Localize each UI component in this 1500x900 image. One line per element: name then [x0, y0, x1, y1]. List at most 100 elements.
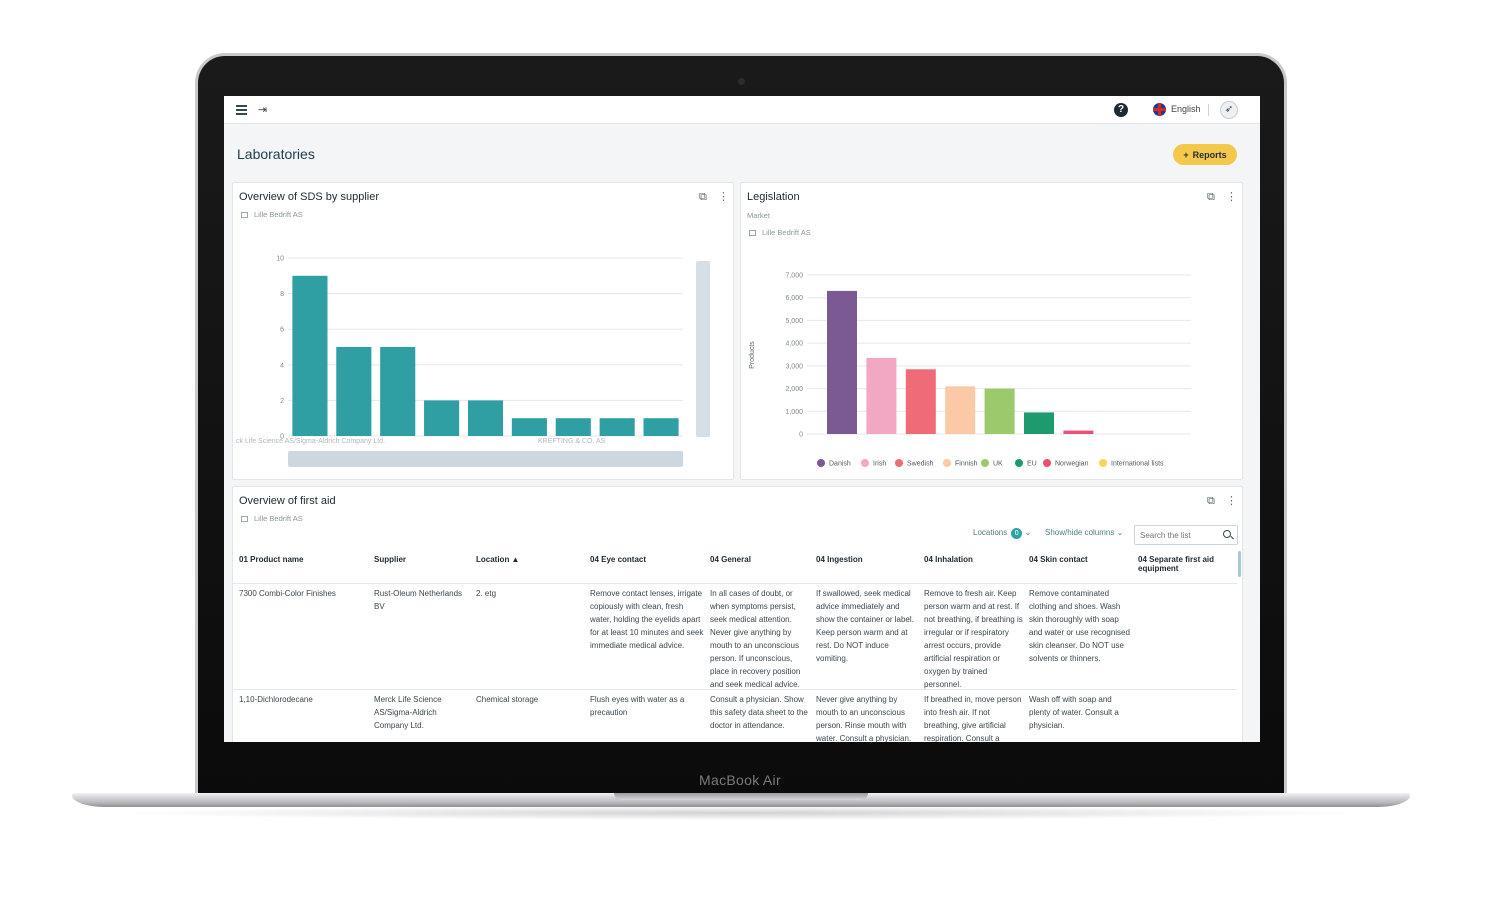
laptop-base — [72, 793, 1410, 807]
table-cell: Remove contaminated clothing and shoes. … — [1029, 589, 1130, 663]
card-title: Overview of SDS by supplier — [239, 191, 379, 203]
row-divider — [233, 689, 1237, 690]
help-icon[interactable]: ? — [1114, 103, 1128, 117]
legend-label[interactable]: Swedish — [907, 461, 934, 468]
table-cell: Rust-Oleum Netherlands BV — [374, 589, 463, 611]
more-options-icon[interactable]: ⋮ — [1226, 495, 1237, 507]
y-tick-label: 2 — [280, 398, 284, 405]
open-external-icon[interactable]: ⧉ — [1207, 191, 1215, 203]
app-screen: ⇥ ? English ➶ Laboratories + Reports Ove… — [224, 96, 1260, 742]
table-cell: In all cases of doubt, or when symptoms … — [710, 589, 801, 689]
x-label-last: KREFTING & CO. AS — [538, 438, 606, 445]
laptop-shadow — [110, 806, 1372, 820]
bar[interactable] — [336, 347, 372, 436]
legend-swatch — [1015, 459, 1023, 467]
chart-zoom-slider-horizontal[interactable] — [288, 451, 683, 467]
bar-irish[interactable] — [866, 357, 897, 434]
column-header[interactable]: 04 Eye contact — [590, 555, 647, 564]
table-cell: Flush eyes with water as a precaution — [590, 695, 685, 717]
legend-label[interactable]: EU — [1027, 461, 1037, 468]
bar[interactable] — [292, 275, 328, 436]
y-tick-label: 0 — [280, 434, 284, 441]
device-brand-label: MacBook Air — [699, 772, 781, 788]
y-tick-label: 4 — [280, 362, 284, 369]
reports-button[interactable]: + Reports — [1173, 144, 1237, 165]
legend-swatch — [817, 459, 825, 467]
bar[interactable] — [424, 400, 460, 436]
sds-bar-chart: 0 2 4 6 8 10 ck Life Science AS/Sigma-Aldrich… — [236, 256, 710, 467]
show-hide-columns-button[interactable]: Show/hide columns ⌄ — [1045, 528, 1124, 537]
page-title: Laboratories — [237, 146, 315, 162]
chart-zoom-slider-vertical[interactable] — [696, 261, 710, 437]
y-tick-label: 3,000 — [785, 363, 803, 370]
y-tick-label: 6 — [280, 327, 284, 334]
y-tick-label: 8 — [280, 291, 284, 298]
open-external-icon[interactable]: ⧉ — [699, 191, 707, 203]
legend-label[interactable]: Norwegian — [1055, 461, 1089, 468]
rocket-icon[interactable]: ➶ — [1220, 101, 1238, 119]
bar[interactable] — [643, 418, 679, 436]
hamburger-icon[interactable] — [236, 105, 247, 115]
column-header[interactable]: 04 General — [710, 555, 751, 564]
y-tick-label: 5,000 — [785, 318, 803, 325]
bar-eu[interactable] — [1024, 412, 1054, 434]
first-aid-card: Overview of first aid Lille Bedrift AS ⧉… — [232, 486, 1243, 742]
bar-uk[interactable] — [984, 388, 1015, 434]
column-header[interactable]: 04 Ingestion — [816, 555, 863, 564]
bar-danish[interactable] — [827, 290, 857, 434]
building-icon — [241, 516, 248, 522]
legend-swatch — [1099, 459, 1107, 467]
bar[interactable] — [380, 347, 416, 436]
legend-label[interactable]: Irish — [873, 461, 886, 468]
logout-icon[interactable]: ⇥ — [258, 104, 268, 116]
legend-label[interactable]: Danish — [829, 461, 851, 468]
horizontal-scroll-indicator[interactable] — [1238, 551, 1241, 577]
column-header[interactable]: Supplier — [374, 555, 407, 564]
legend-label[interactable]: Finnish — [955, 461, 978, 468]
column-header[interactable]: 04 Separate first aid equipment — [1138, 555, 1215, 573]
table-cell: Remove contact lenses, irrigate copiousl… — [590, 589, 704, 650]
chevron-down-icon: ⌄ — [1024, 528, 1032, 537]
y-tick-label: 4,000 — [785, 341, 803, 348]
bar[interactable] — [511, 418, 547, 436]
building-icon — [749, 230, 756, 236]
bar-norwegian[interactable] — [1063, 430, 1094, 434]
search-icon[interactable] — [1223, 530, 1231, 538]
table-cell: 7300 Combi-Color Finishes — [239, 589, 336, 598]
more-options-icon[interactable]: ⋮ — [718, 191, 729, 203]
bar[interactable] — [467, 400, 504, 436]
bar[interactable] — [555, 418, 591, 436]
locations-filter[interactable]: Locations 0 ⌄ — [973, 528, 1032, 539]
bar-swedish[interactable] — [905, 369, 936, 434]
x-label-first: ck Life Science AS/Sigma-Aldrich Company… — [236, 438, 385, 445]
column-header[interactable]: 04 Inhalation — [924, 555, 973, 564]
plus-icon: + — [1183, 149, 1189, 160]
legend-swatch — [895, 459, 903, 467]
bar-finnish[interactable] — [945, 386, 976, 434]
y-tick-label: 6,000 — [785, 295, 803, 302]
laptop-notch — [614, 793, 868, 800]
y-tick-label: 2,000 — [785, 386, 803, 393]
column-header[interactable]: 04 Skin contact — [1029, 555, 1088, 564]
table-cell: Consult a physician. Show this safety da… — [710, 695, 808, 730]
camera-icon — [738, 78, 745, 85]
building-icon — [241, 212, 248, 218]
more-options-icon[interactable]: ⋮ — [1226, 191, 1237, 203]
table-cell: 2. etg — [476, 589, 497, 598]
y-tick-label: 1,000 — [785, 409, 803, 416]
uk-flag-icon[interactable] — [1153, 103, 1166, 116]
column-header[interactable]: 01 Product name — [239, 555, 304, 564]
locations-count-badge: 0 — [1011, 528, 1023, 539]
bar[interactable] — [599, 418, 635, 436]
table-cell: Remove to fresh air. Keep person warm an… — [924, 589, 1023, 689]
language-selector[interactable]: English — [1171, 104, 1201, 114]
y-tick-label: 7,000 — [785, 273, 803, 280]
search-input[interactable] — [1134, 525, 1238, 545]
table-cell: If swallowed, seek medical advice immedi… — [816, 589, 914, 663]
table-cell: 1,10-Dichlorodecane — [239, 695, 313, 704]
column-header[interactable]: Location ▲ — [476, 555, 520, 564]
legend-label[interactable]: International lists — [1111, 461, 1164, 468]
open-external-icon[interactable]: ⧉ — [1207, 495, 1215, 507]
legend-label[interactable]: UK — [993, 461, 1003, 468]
table-cell: Chemical storage — [476, 695, 539, 704]
